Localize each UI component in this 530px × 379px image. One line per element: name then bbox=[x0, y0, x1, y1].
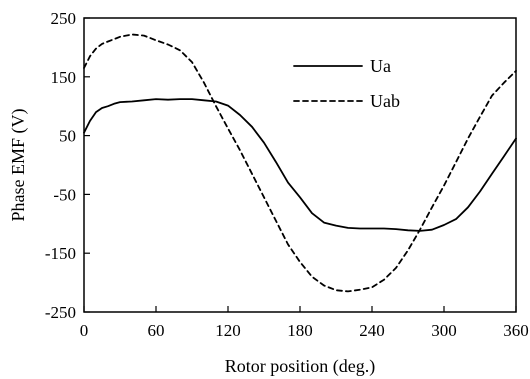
y-tick-label-2: -50 bbox=[53, 185, 76, 204]
legend-label-uab: Uab bbox=[370, 91, 400, 111]
y-tick-label-1: -150 bbox=[45, 244, 76, 263]
x-tick-label-1: 60 bbox=[148, 321, 165, 340]
axis-ticks: 0 60 120 180 240 300 360 -250 -150 -50 50 150 250 bbox=[45, 9, 529, 340]
x-axis-label: Rotor position (deg.) bbox=[225, 356, 376, 377]
y-tick-label-0: -250 bbox=[45, 303, 76, 322]
y-tick-label-4: 150 bbox=[51, 68, 77, 87]
series-line-uab bbox=[83, 33, 517, 293]
x-tick-label-6: 360 bbox=[503, 321, 529, 340]
x-tick-label-5: 300 bbox=[431, 321, 457, 340]
x-tick-label-4: 240 bbox=[359, 321, 385, 340]
x-tick-label-3: 180 bbox=[287, 321, 313, 340]
y-tick-label-3: 50 bbox=[59, 127, 76, 146]
series-line-ua bbox=[83, 98, 517, 232]
y-tick-label-5: 250 bbox=[51, 9, 77, 28]
legend: Ua Uab bbox=[293, 56, 400, 111]
series-layer bbox=[83, 33, 517, 293]
x-tick-label-2: 120 bbox=[215, 321, 241, 340]
x-tick-label-0: 0 bbox=[80, 321, 89, 340]
legend-label-ua: Ua bbox=[370, 56, 391, 76]
plot-frame bbox=[83, 17, 517, 313]
y-axis-label: Phase EMF (V) bbox=[8, 109, 29, 222]
